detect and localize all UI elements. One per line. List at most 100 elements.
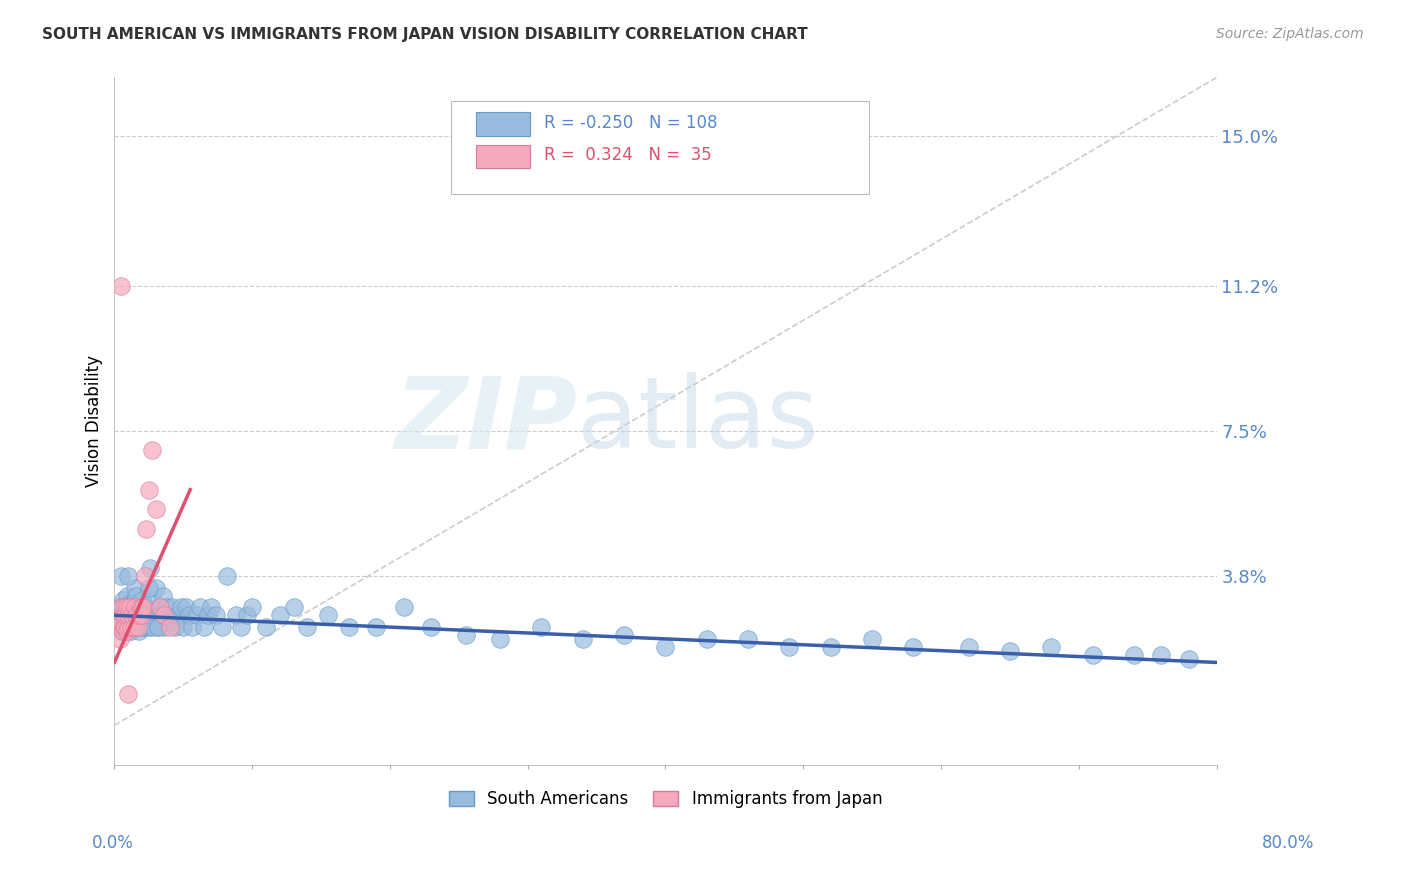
Point <box>112 620 135 634</box>
Point <box>128 624 150 638</box>
Point <box>115 589 138 603</box>
Point <box>172 620 194 634</box>
Point <box>134 608 156 623</box>
Text: 80.0%: 80.0% <box>1263 834 1315 852</box>
Point <box>121 608 143 623</box>
Y-axis label: Vision Disability: Vision Disability <box>86 355 103 487</box>
Point <box>131 616 153 631</box>
Point <box>146 608 169 623</box>
Point <box>489 632 512 646</box>
Point <box>117 608 139 623</box>
Point <box>141 608 163 623</box>
Point <box>283 600 305 615</box>
Point <box>1178 651 1201 665</box>
Point <box>156 600 179 615</box>
Point <box>180 620 202 634</box>
Point <box>132 600 155 615</box>
Point <box>155 608 177 623</box>
Point <box>217 569 239 583</box>
Point <box>696 632 718 646</box>
Point <box>205 608 228 623</box>
Point <box>1081 648 1104 662</box>
Point <box>903 640 925 654</box>
Point <box>778 640 800 654</box>
Point <box>135 600 157 615</box>
Point <box>235 608 257 623</box>
Point <box>240 600 263 615</box>
Point <box>111 624 134 638</box>
Point <box>131 592 153 607</box>
Point <box>125 620 148 634</box>
Point <box>145 502 167 516</box>
Point <box>613 628 636 642</box>
Point <box>118 600 141 615</box>
Point <box>129 600 152 615</box>
Point <box>125 620 148 634</box>
Point <box>166 608 188 623</box>
Point <box>148 620 170 634</box>
Point <box>131 608 153 623</box>
Text: SOUTH AMERICAN VS IMMIGRANTS FROM JAPAN VISION DISABILITY CORRELATION CHART: SOUTH AMERICAN VS IMMIGRANTS FROM JAPAN … <box>42 27 808 42</box>
Point <box>114 620 136 634</box>
Point <box>231 620 253 634</box>
Point <box>1122 648 1144 662</box>
Point <box>152 589 174 603</box>
Legend: South Americans, Immigrants from Japan: South Americans, Immigrants from Japan <box>441 783 889 814</box>
Point <box>200 600 222 615</box>
Point <box>115 624 138 638</box>
Text: R = -0.250   N = 108: R = -0.250 N = 108 <box>544 114 717 133</box>
Point <box>150 608 173 623</box>
Point <box>110 569 132 583</box>
Point <box>129 608 152 623</box>
Point <box>392 600 415 615</box>
FancyBboxPatch shape <box>475 145 530 168</box>
Point <box>454 628 477 642</box>
Point <box>125 589 148 603</box>
Point <box>127 620 149 634</box>
Point <box>121 612 143 626</box>
Point <box>110 616 132 631</box>
Point <box>149 600 172 615</box>
Point <box>112 608 135 623</box>
Point <box>111 592 134 607</box>
Point <box>112 620 135 634</box>
Point <box>135 522 157 536</box>
Point <box>120 620 142 634</box>
Point <box>197 608 219 623</box>
Point <box>134 620 156 634</box>
Point <box>117 620 139 634</box>
Point <box>128 608 150 623</box>
Point <box>177 608 200 623</box>
Point <box>115 612 138 626</box>
Point <box>138 581 160 595</box>
Point <box>110 608 132 623</box>
Text: 0.0%: 0.0% <box>91 834 134 852</box>
Point <box>153 620 176 634</box>
Point <box>174 600 197 615</box>
Point <box>366 620 388 634</box>
Point <box>107 612 129 626</box>
Point <box>117 608 139 623</box>
Point <box>188 600 211 615</box>
Point <box>115 600 138 615</box>
Point <box>269 608 291 623</box>
Point <box>134 569 156 583</box>
Text: Source: ZipAtlas.com: Source: ZipAtlas.com <box>1216 27 1364 41</box>
Point <box>108 632 131 646</box>
Point <box>122 620 145 634</box>
Point <box>153 608 176 623</box>
Point <box>107 620 129 634</box>
Point <box>111 616 134 631</box>
Point <box>145 581 167 595</box>
Point <box>117 569 139 583</box>
Point <box>297 620 319 634</box>
Text: R =  0.324   N =  35: R = 0.324 N = 35 <box>544 146 711 164</box>
Point <box>139 561 162 575</box>
Point <box>108 600 131 615</box>
Point <box>572 632 595 646</box>
Point <box>254 620 277 634</box>
Point <box>163 620 186 634</box>
Point <box>737 632 759 646</box>
Point <box>1040 640 1063 654</box>
Point <box>118 616 141 631</box>
